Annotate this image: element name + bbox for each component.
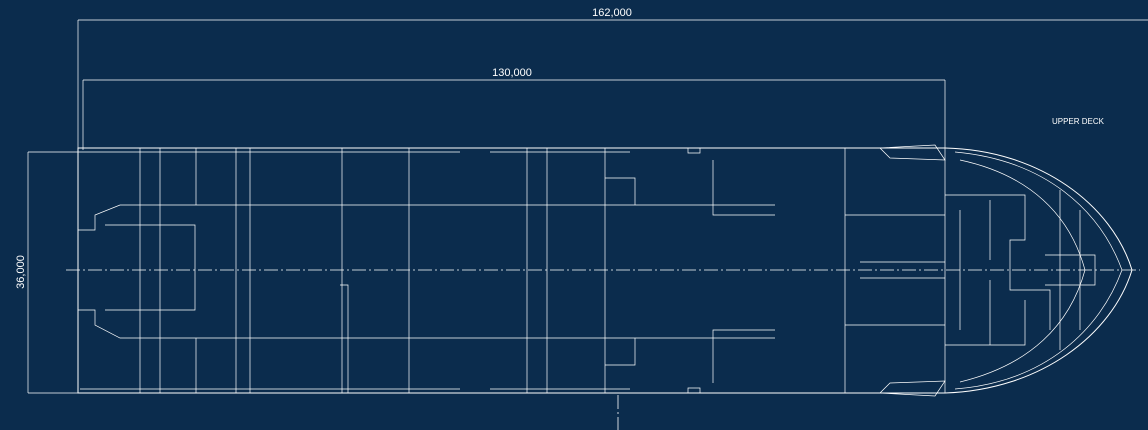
mooring: [879, 144, 946, 397]
bow-room: [945, 190, 1096, 350]
ramp: [105, 224, 196, 311]
frame: [139, 148, 606, 393]
deck-title: UPPER DECK: [1052, 117, 1105, 126]
breadth: 36,000: [15, 255, 27, 289]
hull: [66, 144, 1140, 430]
deck-length: 130,000: [492, 67, 532, 79]
bow-line: [954, 151, 1123, 390]
deck-line: [845, 214, 945, 326]
overall-length: 162,000: [592, 7, 632, 19]
lane: [78, 204, 775, 339]
dimensions: 162,000 130,000 36,000: [15, 7, 1148, 394]
bulkhead: [340, 148, 946, 393]
deck-fittings: [80, 147, 701, 394]
